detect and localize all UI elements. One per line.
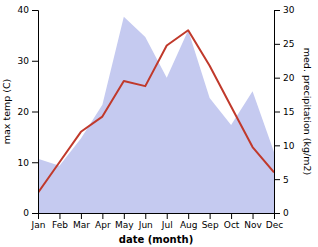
tick-label: Feb bbox=[52, 220, 68, 230]
tick: Jul bbox=[161, 213, 173, 230]
tick-label: 15 bbox=[283, 107, 294, 117]
tick-mark bbox=[32, 112, 38, 113]
tick-mark bbox=[81, 213, 82, 219]
tick: 0 bbox=[23, 208, 38, 218]
axis-line bbox=[39, 214, 275, 220]
tick-mark bbox=[274, 179, 280, 180]
tick-label: 25 bbox=[283, 39, 294, 49]
tick-mark bbox=[59, 213, 60, 219]
tick: Jun bbox=[138, 213, 153, 230]
tick-label: Sep bbox=[202, 220, 219, 230]
tick-label: 30 bbox=[18, 56, 30, 66]
line bbox=[38, 30, 274, 192]
y2-axis-title: med. precipitation (kg/m2) bbox=[302, 48, 313, 175]
tick: 20 bbox=[18, 107, 38, 117]
tick: Dec bbox=[266, 213, 283, 230]
tick-mark bbox=[32, 10, 38, 11]
area bbox=[38, 17, 274, 213]
tick: Nov bbox=[244, 213, 262, 230]
tick-label: 10 bbox=[18, 158, 30, 168]
tick-mark bbox=[167, 213, 168, 219]
tick-label: 20 bbox=[283, 73, 295, 83]
tick: May bbox=[115, 213, 134, 230]
tick-label: 0 bbox=[23, 208, 29, 218]
tick-label: 30 bbox=[283, 5, 295, 15]
tick: 10 bbox=[274, 141, 295, 151]
tick-mark bbox=[274, 10, 280, 11]
tick: 0 bbox=[274, 208, 289, 218]
tick-mark bbox=[124, 213, 125, 219]
tick-label: Aug bbox=[180, 220, 198, 230]
tick-mark bbox=[274, 112, 280, 113]
tick-label: 20 bbox=[18, 107, 30, 117]
tick-label: Mar bbox=[73, 220, 90, 230]
tick-mark bbox=[253, 213, 254, 219]
tick-mark bbox=[274, 213, 280, 214]
tick-mark bbox=[145, 213, 146, 219]
tick-mark bbox=[274, 44, 280, 45]
chart: JanFebMarAprMayJunJulAugSepOctNovDec0102… bbox=[0, 0, 318, 247]
x-axis: Jan Feb Mar Apr May Jun Jul Aug Sep Oct Nov Dec bbox=[31, 213, 284, 230]
tick-mark bbox=[32, 61, 38, 62]
tick: Feb bbox=[52, 213, 68, 230]
tick: 30 bbox=[18, 56, 38, 66]
tick-label: Jul bbox=[161, 220, 173, 230]
tick-label: Dec bbox=[266, 220, 283, 230]
y-axis: 0 10 20 30 40 bbox=[18, 5, 39, 218]
tick: 20 bbox=[274, 73, 295, 83]
marks bbox=[38, 17, 274, 213]
tick: 5 bbox=[274, 175, 289, 185]
axis-line bbox=[275, 11, 281, 214]
axis-line bbox=[32, 11, 39, 214]
tick-mark bbox=[274, 78, 280, 79]
plot: JanFebMarAprMayJunJulAugSepOctNovDec0102… bbox=[1, 5, 313, 245]
tick: 40 bbox=[18, 5, 38, 15]
tick: 30 bbox=[274, 5, 295, 15]
tick-label: 5 bbox=[283, 175, 289, 185]
tick: 10 bbox=[18, 158, 38, 168]
tick-label: May bbox=[115, 220, 134, 230]
tick-label: 10 bbox=[283, 141, 295, 151]
tick: Aug bbox=[180, 213, 198, 230]
tick-label: Apr bbox=[95, 220, 111, 230]
tick-mark bbox=[210, 213, 211, 219]
tick-mark bbox=[188, 213, 189, 219]
tick-label: 40 bbox=[18, 5, 30, 15]
tick-label: Oct bbox=[224, 220, 240, 230]
y-axis-title: max temp (C) bbox=[1, 79, 12, 145]
tick-mark bbox=[32, 213, 38, 214]
tick: Mar bbox=[73, 213, 90, 230]
tick-mark bbox=[32, 162, 38, 163]
y2-axis: 0 5 10 15 20 25 30 bbox=[274, 5, 295, 218]
tick: 15 bbox=[274, 107, 294, 117]
tick-label: Jun bbox=[138, 220, 153, 230]
x-axis-title: date (month) bbox=[119, 234, 193, 245]
tick-label: Jan bbox=[31, 220, 46, 230]
tick-mark bbox=[231, 213, 232, 219]
tick-label: Nov bbox=[244, 220, 262, 230]
tick: Oct bbox=[224, 213, 240, 230]
tick: Jan bbox=[31, 213, 46, 230]
tick: Sep bbox=[202, 213, 219, 230]
tick: Apr bbox=[95, 213, 111, 230]
tick-mark bbox=[274, 145, 280, 146]
tick-mark bbox=[102, 213, 103, 219]
tick: 25 bbox=[274, 39, 294, 49]
tick-label: 0 bbox=[283, 208, 289, 218]
